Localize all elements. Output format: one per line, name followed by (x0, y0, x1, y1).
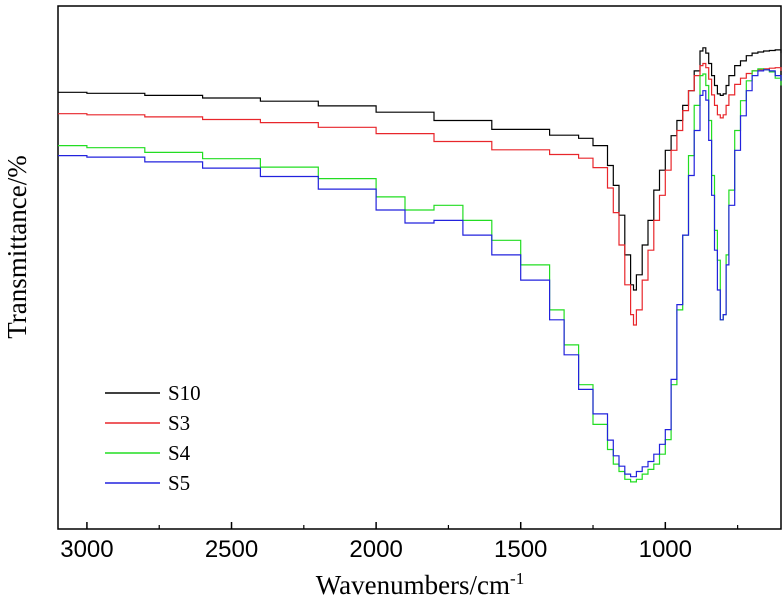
series-line-s10 (58, 47, 782, 291)
series-layer (58, 47, 782, 483)
x-axis-title-main: Wavenumbers/cm (316, 570, 510, 600)
x-tick-label-1000: 1000 (639, 536, 692, 563)
x-tick-label-3000: 3000 (60, 536, 113, 563)
legend-label-s5: S5 (168, 471, 190, 495)
x-tick-label-1500: 1500 (494, 536, 547, 563)
x-tick-label-2500: 2500 (205, 536, 258, 563)
x-axis: 3000 2500 2000 1500 1000 (60, 522, 739, 563)
series-line-s4 (58, 68, 782, 483)
x-axis-title: Wavenumbers/cm-1 (316, 569, 524, 600)
legend: S10 S3 S4 S5 (105, 381, 201, 495)
series-line-s3 (58, 62, 782, 326)
x-tick-label-2000: 2000 (349, 536, 402, 563)
legend-label-s3: S3 (168, 411, 190, 435)
x-axis-title-superscript: -1 (510, 569, 524, 588)
plot-frame (57, 5, 782, 530)
legend-label-s10: S10 (168, 381, 201, 405)
series-line-s5 (58, 69, 782, 478)
y-axis-title: Transmittance/% (2, 155, 32, 338)
legend-label-s4: S4 (168, 441, 191, 465)
